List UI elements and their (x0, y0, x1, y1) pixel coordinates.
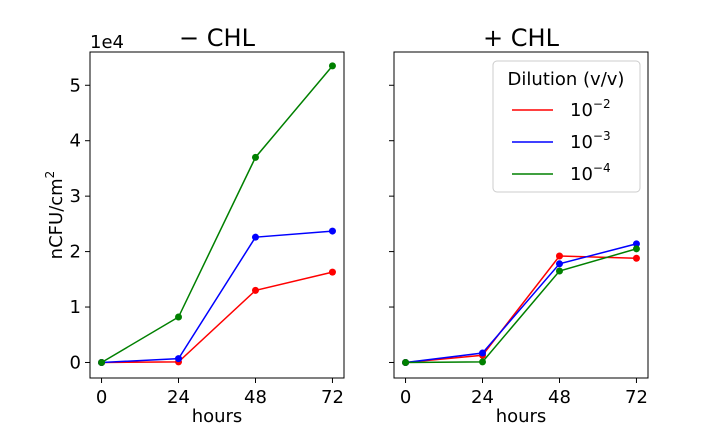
y-tick-label: 5 (70, 75, 81, 96)
data-point (98, 358, 106, 366)
x-axis-label: hours (496, 406, 547, 427)
legend-entry-exponent: −4 (593, 161, 611, 175)
legend-box (492, 60, 641, 193)
panel-title: + CHL (483, 24, 560, 52)
data-point (251, 286, 259, 294)
data-point (632, 254, 640, 262)
x-axis-label: hours (192, 406, 243, 427)
tick-layer: 0 24 48 72 (389, 84, 648, 408)
x-tick-label: 24 (167, 387, 190, 408)
legend-entry-base: 10 (570, 164, 593, 185)
legend-entry-exponent: −3 (593, 129, 611, 143)
y-tick-label: 1 (70, 297, 81, 318)
series-line-2 (405, 248, 637, 364)
legend: Dilution (v/v) 10−210−310−4 (492, 60, 641, 193)
legend-entry-label: 10−2 (570, 97, 611, 121)
y-axis-label: nCFU/cm2 (43, 171, 67, 260)
series-line-1 (405, 243, 637, 364)
data-point (555, 252, 563, 260)
axes-frame (393, 51, 649, 379)
panel-without-chl: − CHL 1e4 nCFU/cm2 hours 0 24 48 72 0 1 2 3 4 5 (43, 24, 345, 427)
tick-layer: 0 24 48 72 0 1 2 3 4 5 (70, 75, 344, 408)
data-point (632, 245, 640, 253)
data-point (555, 260, 563, 268)
legend-entry-base: 10 (570, 132, 593, 153)
y-tick-label: 0 (70, 352, 81, 373)
legend-entry-label: 10−3 (570, 129, 611, 153)
legend-title: Dilution (v/v) (508, 69, 625, 90)
y-offset-label: 1e4 (90, 32, 124, 53)
legend-entry-label: 10−4 (570, 161, 611, 185)
legend-entries: 10−210−310−4 (512, 97, 611, 185)
data-point (479, 358, 487, 366)
series-line-0 (101, 271, 333, 364)
data-point (251, 153, 259, 161)
legend-entry-exponent: −2 (593, 97, 611, 111)
x-tick-label: 72 (625, 387, 648, 408)
legend-entry-base: 10 (570, 100, 593, 121)
plot-area (98, 62, 336, 366)
y-tick-label: 2 (70, 242, 81, 263)
data-point (175, 313, 183, 321)
data-point (175, 355, 183, 363)
panel-with-chl: + CHL hours 0 24 48 72 Dilution (v/v) 10−21… (389, 24, 649, 427)
data-point (328, 268, 336, 276)
series-line-2 (101, 65, 334, 364)
x-tick-label: 24 (471, 387, 494, 408)
data-point (251, 233, 259, 241)
data-point (479, 349, 487, 357)
y-tick-label: 3 (70, 186, 81, 207)
y-tick-label: 4 (70, 131, 81, 152)
x-tick-label: 72 (321, 387, 344, 408)
series-line-0 (405, 255, 637, 364)
plot-area (402, 240, 640, 366)
x-tick-label: 0 (96, 387, 107, 408)
series-line-1 (101, 230, 333, 364)
x-tick-label: 0 (400, 387, 411, 408)
data-point (402, 358, 410, 366)
panel-title: − CHL (179, 24, 256, 52)
axes-frame (89, 51, 345, 379)
data-point (555, 267, 563, 275)
data-point (632, 240, 640, 248)
x-tick-label: 48 (244, 387, 267, 408)
x-tick-label: 48 (548, 387, 571, 408)
data-point (328, 62, 336, 70)
data-point (328, 227, 336, 235)
